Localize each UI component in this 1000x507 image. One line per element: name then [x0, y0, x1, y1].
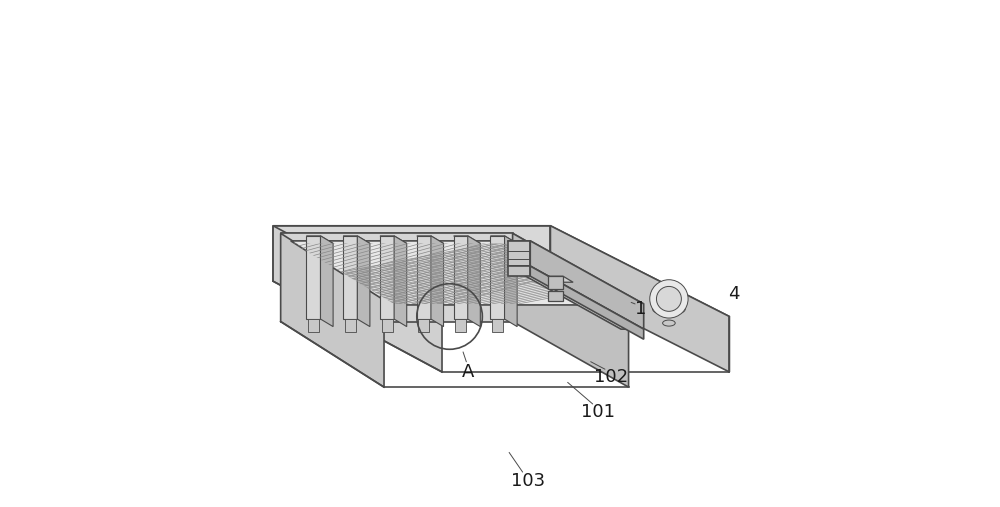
Polygon shape — [306, 236, 320, 319]
Polygon shape — [490, 236, 517, 243]
Polygon shape — [418, 319, 429, 332]
Polygon shape — [291, 241, 621, 305]
Polygon shape — [548, 276, 573, 282]
Polygon shape — [417, 236, 431, 319]
Circle shape — [656, 286, 681, 311]
Polygon shape — [548, 276, 563, 289]
Polygon shape — [530, 266, 644, 339]
Polygon shape — [273, 226, 729, 316]
Polygon shape — [273, 226, 550, 281]
Text: 4: 4 — [728, 285, 739, 303]
Polygon shape — [417, 236, 444, 243]
Polygon shape — [505, 236, 517, 327]
Ellipse shape — [663, 320, 675, 326]
Polygon shape — [490, 236, 505, 319]
Polygon shape — [380, 236, 394, 319]
Circle shape — [650, 280, 688, 318]
Polygon shape — [281, 233, 513, 321]
Text: 102: 102 — [594, 368, 628, 386]
Polygon shape — [357, 236, 370, 327]
Polygon shape — [281, 233, 629, 299]
Polygon shape — [320, 236, 333, 327]
Polygon shape — [306, 236, 333, 243]
Text: 1: 1 — [635, 300, 647, 318]
Polygon shape — [455, 319, 466, 332]
Polygon shape — [530, 241, 644, 329]
Polygon shape — [508, 266, 644, 329]
Polygon shape — [343, 236, 370, 243]
Text: 101: 101 — [581, 404, 615, 421]
Polygon shape — [380, 236, 407, 243]
Ellipse shape — [653, 303, 685, 315]
Polygon shape — [492, 319, 503, 332]
Polygon shape — [513, 233, 629, 387]
Polygon shape — [345, 319, 356, 332]
Polygon shape — [548, 292, 563, 301]
Polygon shape — [394, 236, 407, 327]
Polygon shape — [468, 236, 480, 327]
Polygon shape — [454, 236, 468, 319]
Polygon shape — [308, 319, 319, 332]
Polygon shape — [550, 226, 729, 372]
Polygon shape — [431, 236, 444, 327]
Text: A: A — [462, 363, 474, 381]
Polygon shape — [293, 243, 618, 304]
Polygon shape — [273, 226, 442, 372]
Polygon shape — [281, 233, 384, 387]
Polygon shape — [382, 319, 393, 332]
Text: 103: 103 — [511, 473, 545, 490]
Polygon shape — [508, 241, 530, 266]
Polygon shape — [508, 266, 530, 276]
Polygon shape — [454, 236, 480, 243]
Polygon shape — [508, 241, 644, 304]
Polygon shape — [343, 236, 357, 319]
